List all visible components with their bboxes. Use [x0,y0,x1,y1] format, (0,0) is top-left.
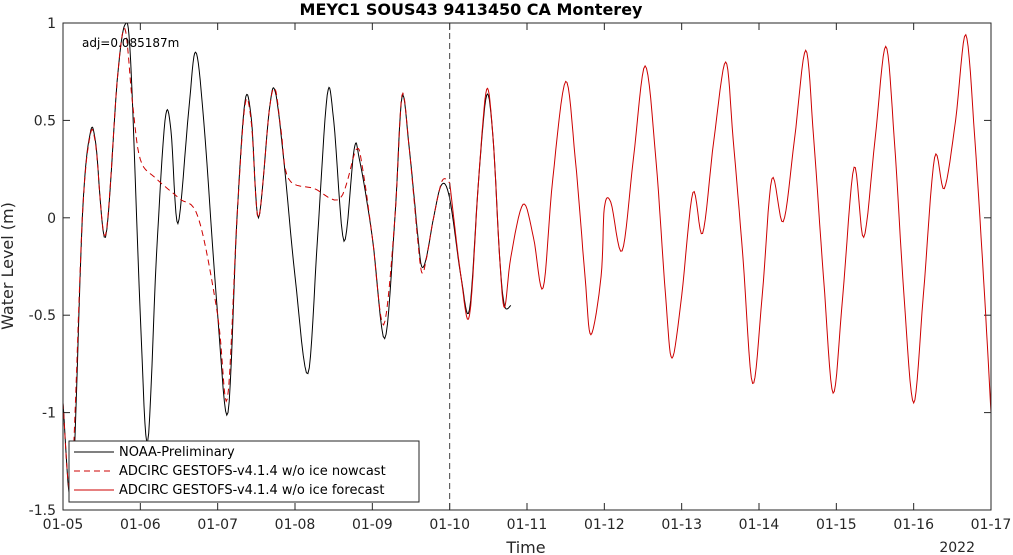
legend-entry-observed: NOAA-Preliminary [119,445,235,460]
x-tick-label: 01-14 [739,517,780,533]
y-tick-label: -1 [42,406,56,422]
x-axis: 01-05 01-06 01-07 01-08 01-09 01-10 01-11 01-12… [43,23,1012,533]
legend-entry-nowcast: ADCIRC GESTOFS-v4.1.4 w/o ice nowcast [119,464,386,479]
y-tick-label: 0 [47,211,56,227]
x-tick-label: 01-15 [816,517,857,533]
x-tick-label: 01-07 [197,517,238,533]
legend-entry-forecast: ADCIRC GESTOFS-v4.1.4 w/o ice forecast [119,483,384,498]
x-tick-label: 01-13 [661,517,702,533]
x-tick-label: 01-09 [352,517,393,533]
x-tick-label: 01-05 [43,517,84,533]
legend: NOAA-Preliminary ADCIRC GESTOFS-v4.1.4 w… [68,440,420,503]
x-tick-label: 01-16 [893,517,934,533]
x-tick-label: 01-08 [275,517,316,533]
series-layer [62,22,992,502]
x-tick-label: 01-12 [584,517,625,533]
x-tick-label: 01-10 [429,517,470,533]
year-label: 2022 [939,540,975,555]
y-tick-label: 0.5 [34,113,56,129]
x-axis-label: Time [505,538,545,555]
chart-title: MEYC1 SOUS43 9413450 CA Monterey [300,0,644,19]
y-axis: -1.5 -1 -0.5 0 0.5 1 [29,16,991,519]
plot-frame [62,22,992,511]
series-line-observed [62,22,512,502]
y-axis-label: Water Level (m) [0,202,17,330]
x-tick-label: 01-06 [120,517,161,533]
y-tick-label: -1.5 [29,503,56,519]
y-tick-label: -0.5 [29,308,56,324]
series-line-nowcast [62,28,450,495]
plot-area [63,23,991,510]
adjustment-annotation: adj=0.085187m [82,36,179,50]
x-tick-label: 01-17 [971,517,1012,533]
x-tick-label: 01-11 [507,517,548,533]
series-line-forecast [449,33,992,413]
y-tick-label: 1 [47,16,56,32]
legend-box [68,440,420,503]
